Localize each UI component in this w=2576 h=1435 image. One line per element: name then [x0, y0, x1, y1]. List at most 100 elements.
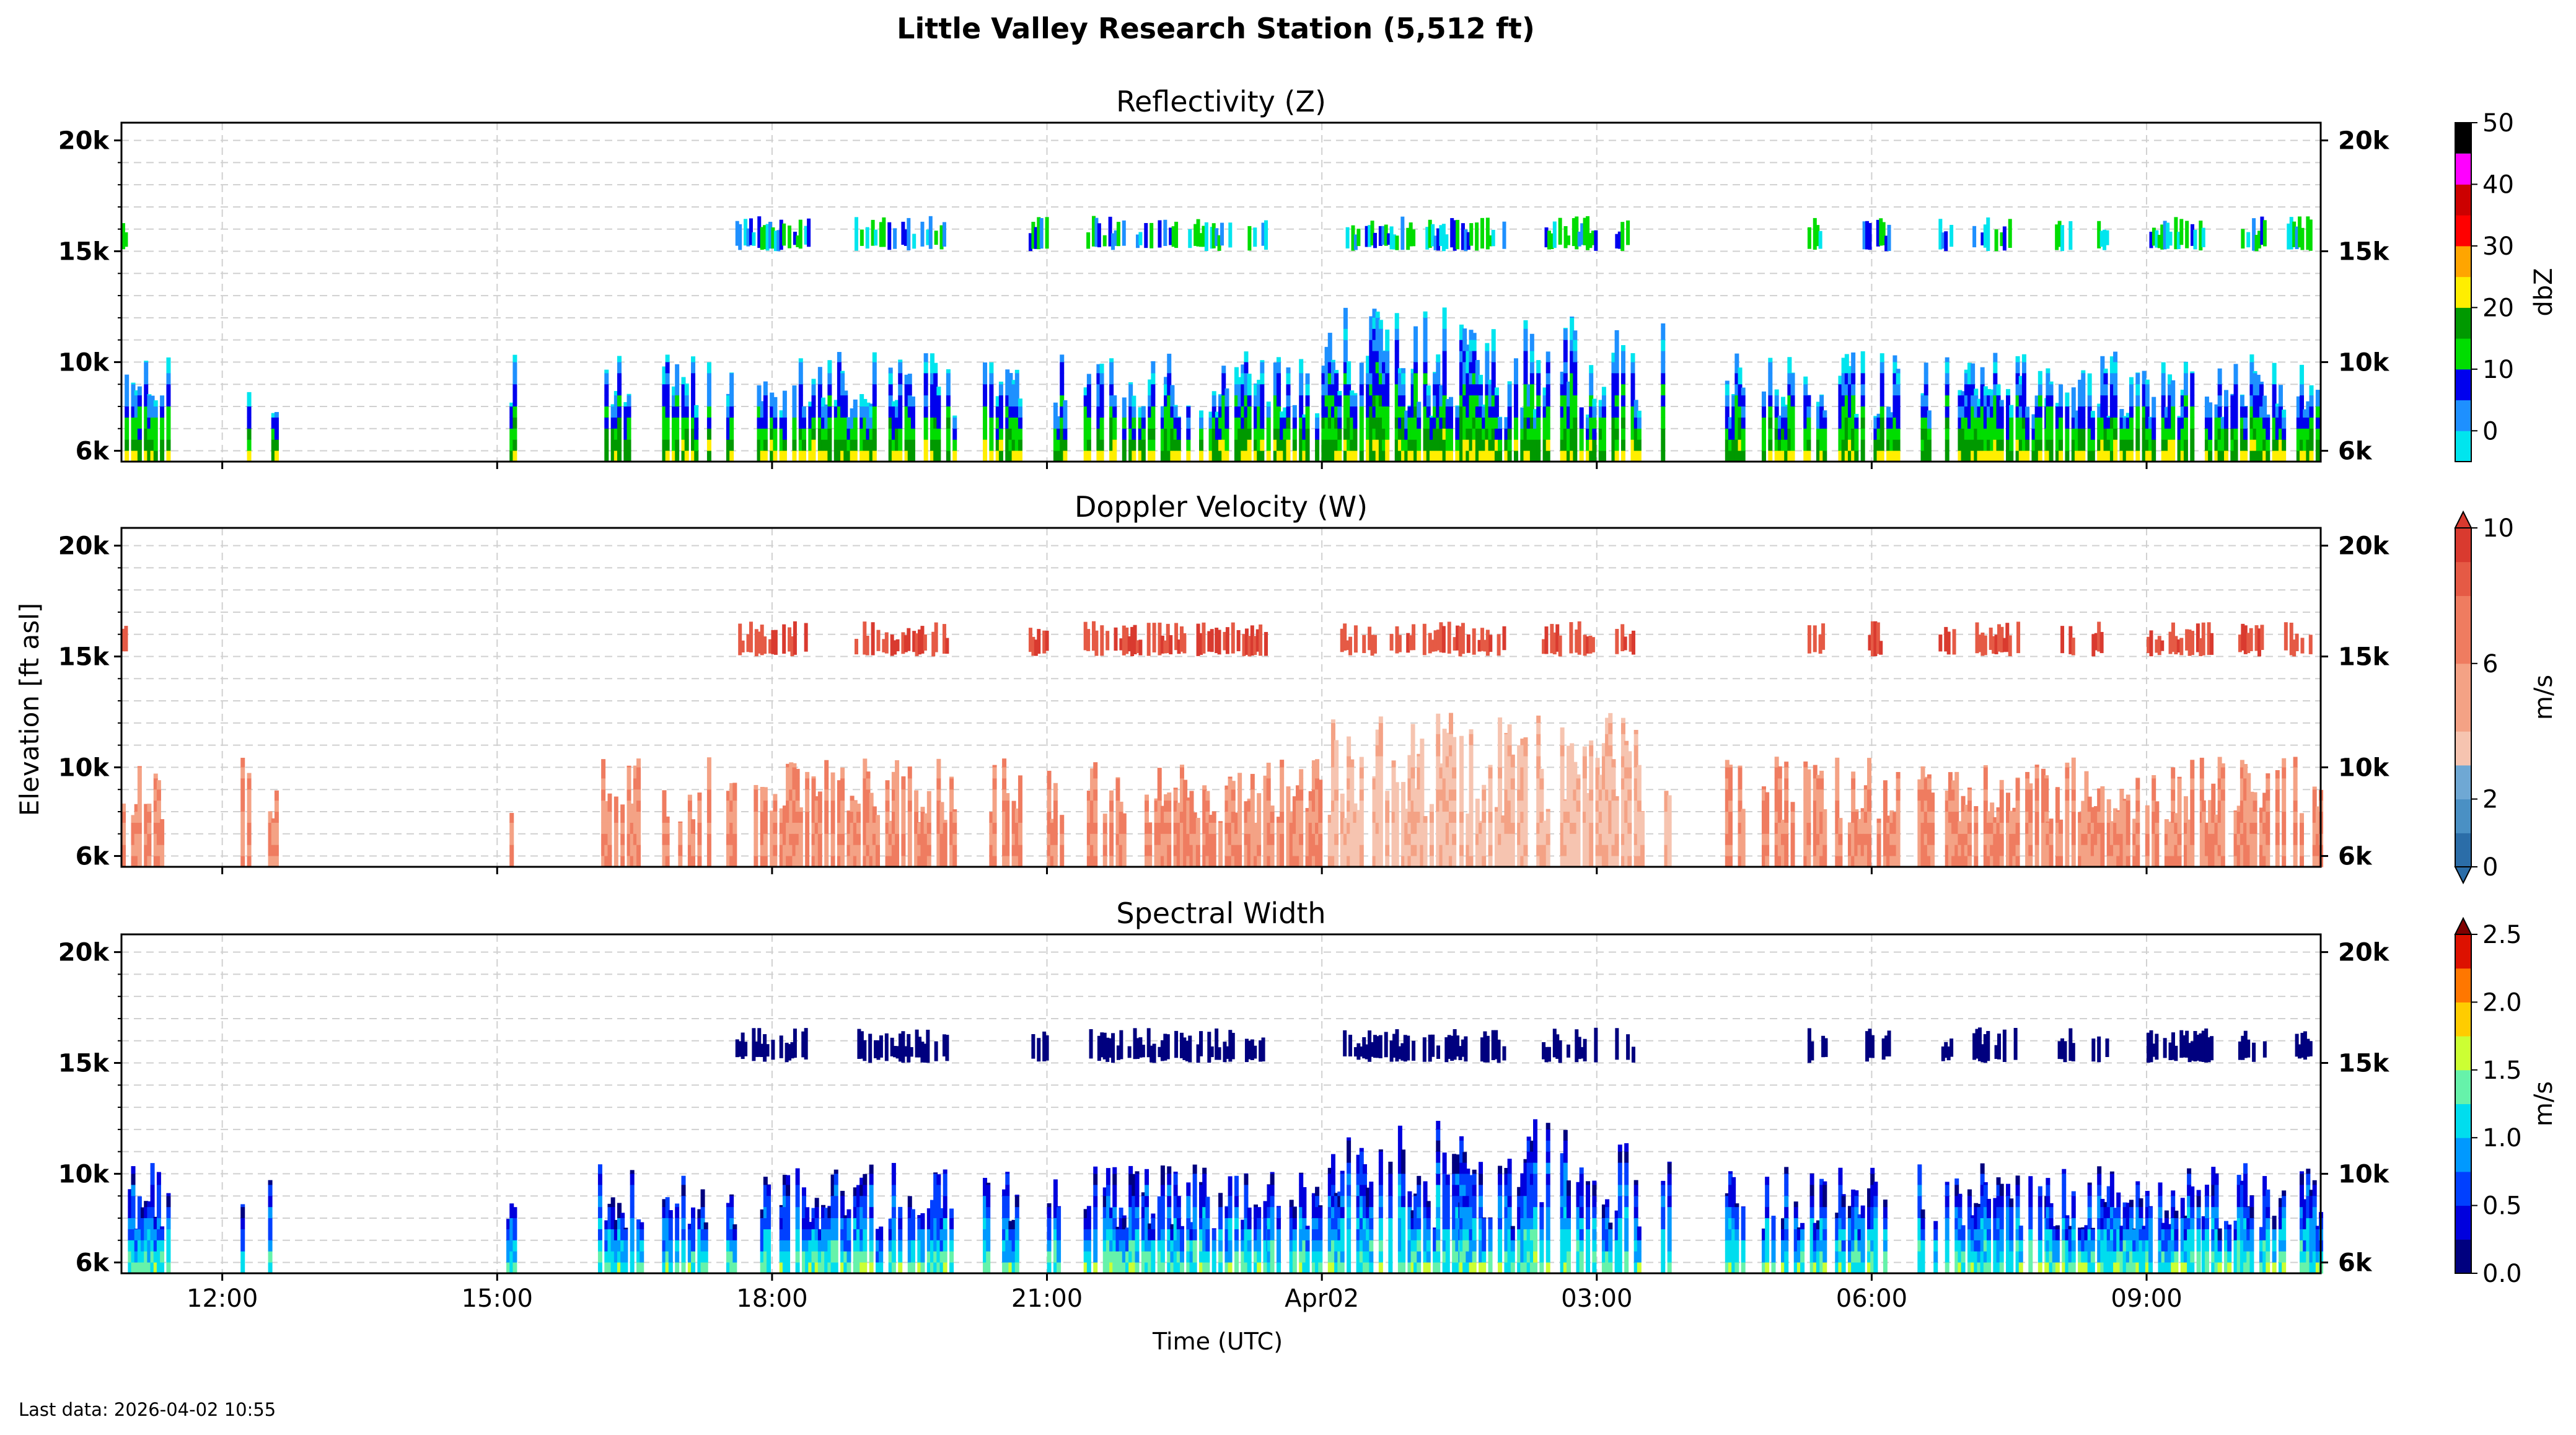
data-cell — [1257, 379, 1262, 385]
data-cell — [891, 450, 896, 462]
data-cell — [1018, 439, 1022, 451]
data-cell — [903, 635, 908, 652]
data-cell — [147, 406, 152, 418]
data-cell — [1806, 450, 1811, 462]
data-cell — [2233, 395, 2238, 407]
data-cell — [1179, 833, 1184, 845]
data-cell — [2065, 392, 2070, 396]
data-cell — [1250, 800, 1255, 812]
data-cell — [729, 811, 734, 823]
data-cell — [1605, 745, 1610, 757]
data-cell — [2046, 372, 2051, 385]
data-cell — [1563, 800, 1568, 812]
data-cell — [1299, 811, 1304, 823]
data-cell — [1967, 384, 1972, 396]
data-cell — [1401, 406, 1406, 418]
data-cell — [623, 450, 628, 462]
data-cell — [1542, 406, 1547, 418]
data-cell — [1093, 822, 1098, 834]
data-cell — [1145, 800, 1150, 812]
data-cell — [1060, 439, 1065, 451]
data-cell — [2253, 439, 2257, 451]
data-cell — [1115, 800, 1120, 812]
data-cell — [1330, 845, 1335, 856]
data-cell — [1296, 833, 1301, 845]
data-cell — [1728, 822, 1733, 834]
data-cell — [1790, 406, 1795, 418]
data-cell — [1601, 800, 1606, 812]
data-cell — [798, 833, 803, 845]
data-cell — [1372, 789, 1377, 801]
data-cell — [917, 822, 922, 823]
data-cell — [811, 778, 816, 790]
data-cell — [636, 778, 641, 790]
data-cell — [786, 811, 791, 823]
data-cell — [2097, 439, 2102, 451]
data-cell — [1475, 439, 1480, 451]
data-cell — [1423, 340, 1428, 351]
data-cell — [1122, 856, 1127, 867]
data-cell — [1806, 406, 1811, 418]
data-cell — [1479, 384, 1484, 396]
data-cell — [983, 384, 988, 396]
data-cell — [1381, 226, 1386, 245]
data-cell — [1545, 822, 1550, 834]
data-cell — [1099, 363, 1104, 374]
data-cell — [1436, 406, 1441, 418]
data-cell — [1407, 833, 1412, 845]
data-cell — [1292, 800, 1297, 812]
data-cell — [636, 758, 641, 768]
data-cell — [2074, 450, 2079, 462]
data-cell — [1167, 800, 1172, 812]
data-cell — [2142, 406, 2147, 418]
data-cell — [2259, 439, 2264, 451]
data-cell — [2262, 406, 2267, 418]
data-cell — [1204, 222, 1208, 252]
data-cell — [271, 428, 276, 440]
data-cell — [1488, 235, 1493, 247]
data-cell — [1347, 384, 1352, 396]
data-cell — [1664, 822, 1669, 834]
data-cell — [684, 450, 689, 462]
data-cell — [2145, 417, 2150, 429]
data-cell — [1608, 822, 1613, 834]
data-cell — [247, 450, 252, 462]
data-cell — [1286, 789, 1291, 801]
data-cell — [1164, 439, 1169, 451]
data-cell — [604, 845, 609, 856]
data-cell — [923, 634, 927, 651]
data-cell — [1983, 386, 1988, 396]
data-cell — [1350, 428, 1355, 440]
data-cell — [1128, 439, 1133, 451]
data-cell — [1037, 629, 1041, 654]
data-cell — [788, 226, 792, 248]
colorbar-segment — [2455, 431, 2471, 462]
data-cell — [770, 395, 775, 407]
data-cell — [1977, 634, 1982, 652]
data-cell — [706, 845, 711, 856]
data-cell — [1369, 372, 1374, 385]
data-cell — [2078, 406, 2083, 418]
data-cell — [1404, 450, 1409, 462]
data-cell — [1389, 226, 1394, 250]
data-cell — [1122, 833, 1127, 845]
data-cell — [923, 439, 928, 451]
data-cell — [1148, 417, 1153, 429]
data-cell — [1510, 833, 1515, 845]
data-cell — [662, 366, 667, 374]
data-cell — [1385, 329, 1390, 340]
data-cell — [1315, 822, 1320, 834]
data-cell — [1186, 439, 1191, 451]
data-cell — [1923, 439, 1928, 451]
data-cell — [617, 384, 622, 396]
data-cell — [1498, 717, 1503, 723]
data-cell — [2065, 395, 2070, 407]
data-cell — [1356, 822, 1361, 834]
data-cell — [891, 856, 896, 867]
data-cell — [1253, 822, 1258, 834]
data-cell — [1466, 845, 1470, 856]
data-cell — [837, 428, 842, 440]
data-cell — [274, 800, 279, 812]
data-cell — [732, 800, 737, 812]
data-cell — [1259, 624, 1263, 656]
